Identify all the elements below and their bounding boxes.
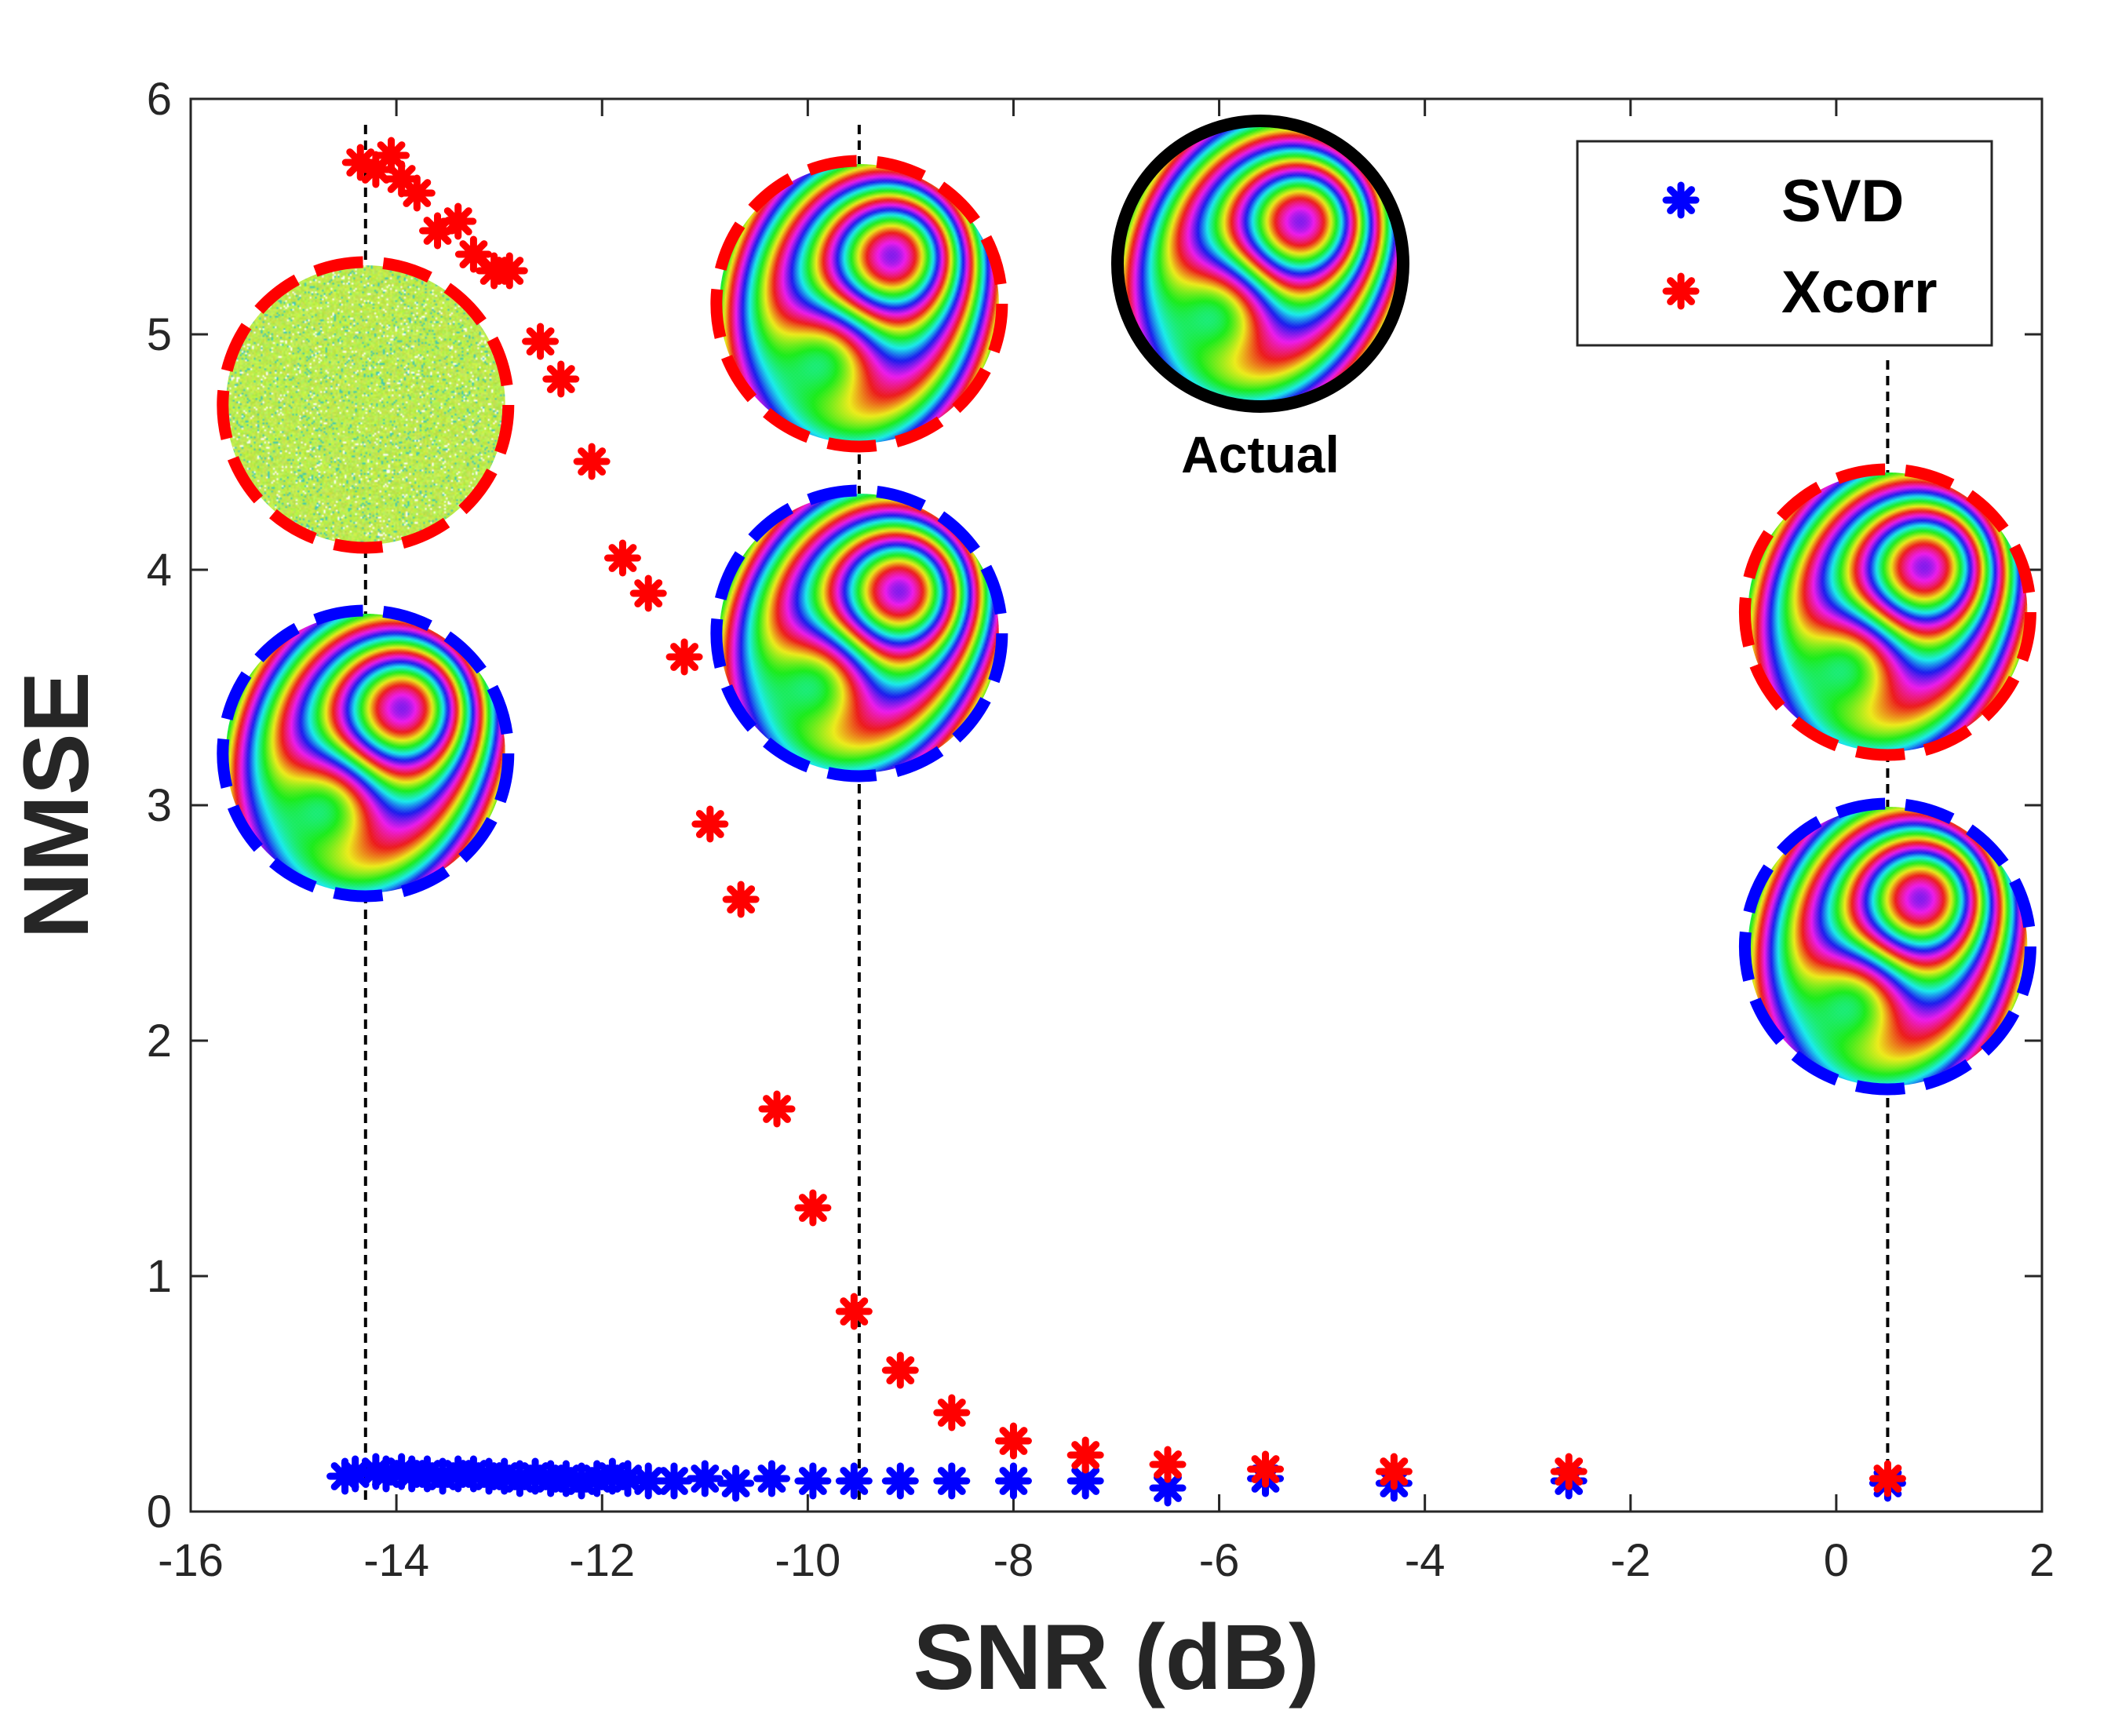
data-point-xcorr: [633, 578, 663, 608]
x-tick-label: -14: [363, 1535, 429, 1586]
x-tick-label: -16: [158, 1535, 224, 1586]
asterisk-core: [727, 1475, 744, 1492]
asterisk-core: [1077, 1447, 1094, 1464]
data-point-xcorr: [1251, 1454, 1281, 1484]
asterisk-core: [846, 1473, 862, 1490]
legend-marker-xcorr: [1666, 276, 1696, 306]
asterisk-core: [640, 1473, 657, 1490]
asterisk-core: [892, 1473, 909, 1490]
x-tick-label: -10: [775, 1535, 840, 1586]
data-point-xcorr: [443, 206, 473, 236]
data-point-svd: [690, 1464, 720, 1493]
data-point-svd: [885, 1466, 915, 1496]
y-tick-label: 5: [147, 309, 172, 360]
data-point-svd: [798, 1466, 828, 1496]
asterisk-core: [1257, 1461, 1274, 1478]
asterisk-core: [1879, 1471, 1896, 1487]
data-point-xcorr: [1379, 1457, 1409, 1486]
legend: SVD Xcorr: [1577, 141, 1992, 345]
x-axis-label: SNR (dB): [913, 1606, 1320, 1709]
asterisk-core: [409, 185, 425, 202]
asterisk-core: [1673, 283, 1690, 300]
data-point-xcorr: [998, 1426, 1028, 1456]
asterisk-core: [892, 1362, 909, 1379]
data-point-xcorr: [1554, 1457, 1584, 1486]
asterisk-core: [1386, 1464, 1402, 1480]
asterisk-core: [804, 1200, 821, 1216]
asterisk-core: [532, 334, 549, 350]
legend-marker-svd: [1666, 185, 1696, 215]
y-tick-label: 0: [147, 1486, 172, 1537]
asterisk-core: [1005, 1473, 1022, 1490]
asterisk-core: [702, 816, 718, 833]
data-point-xcorr: [577, 447, 607, 476]
data-point-svd: [839, 1466, 869, 1496]
asterisk-core: [614, 550, 631, 567]
asterisk-core: [465, 246, 482, 263]
x-tick-label: 2: [2029, 1535, 2054, 1586]
asterisk-core: [764, 1471, 780, 1487]
y-tick-label: 2: [147, 1016, 172, 1067]
y-tick-label: 4: [147, 545, 172, 596]
legend-label-svd: SVD: [1781, 168, 1904, 235]
y-tick-label: 1: [147, 1251, 172, 1302]
asterisk-core: [804, 1473, 821, 1490]
data-point-svd: [937, 1466, 967, 1496]
asterisk-core: [1561, 1464, 1577, 1480]
data-point-xcorr: [1872, 1464, 1902, 1493]
data-point-xcorr: [546, 364, 576, 394]
data-point-xcorr: [607, 543, 637, 573]
data-point-xcorr: [726, 884, 756, 914]
x-tick-label: -12: [569, 1535, 635, 1586]
data-point-xcorr: [402, 178, 432, 208]
data-point-svd: [757, 1464, 786, 1493]
data-point-xcorr: [937, 1398, 967, 1428]
data-point-xcorr: [762, 1094, 792, 1124]
asterisk-core: [429, 223, 446, 239]
x-tick-label: -4: [1405, 1535, 1446, 1586]
asterisk-core: [1160, 1457, 1176, 1473]
asterisk-core: [676, 649, 693, 666]
asterisk-core: [697, 1471, 713, 1487]
asterisk-core: [552, 371, 569, 388]
data-point-xcorr: [526, 326, 556, 356]
data-point-xcorr: [1070, 1440, 1100, 1470]
data-point-xcorr: [494, 256, 524, 286]
asterisk-core: [733, 892, 749, 908]
data-point-svd: [721, 1468, 751, 1498]
y-tick-label: 6: [147, 74, 172, 125]
asterisk-core: [769, 1101, 786, 1118]
nmse-vs-snr-chart: -16 -14 -12 -10 -8 -6 -4 -2 0 2 0 1 2 3 4 5 6 Actual SNR…: [0, 0, 2111, 1736]
asterisk-core: [943, 1473, 960, 1490]
data-point-xcorr: [1153, 1450, 1183, 1479]
asterisk-core: [1005, 1433, 1022, 1450]
data-point-xcorr: [669, 642, 699, 672]
y-axis-label: NMSE: [5, 672, 108, 939]
asterisk-core: [584, 454, 600, 470]
x-tick-label: -2: [1610, 1535, 1651, 1586]
x-tick-label: -8: [994, 1535, 1034, 1586]
asterisk-core: [640, 585, 657, 602]
data-point-svd: [659, 1466, 689, 1496]
asterisk-core: [1077, 1473, 1094, 1490]
x-tick-label: -6: [1199, 1535, 1240, 1586]
data-point-xcorr: [695, 809, 725, 839]
actual-inset-label: Actual: [1181, 425, 1340, 483]
asterisk-core: [450, 213, 466, 230]
data-point-xcorr: [885, 1355, 915, 1385]
legend-label-xcorr: Xcorr: [1781, 259, 1938, 326]
data-point-xcorr: [839, 1297, 869, 1326]
asterisk-core: [943, 1405, 960, 1421]
asterisk-core: [846, 1304, 862, 1320]
asterisk-core: [383, 148, 399, 164]
data-point-xcorr: [798, 1193, 828, 1223]
y-tick-label: 3: [147, 780, 172, 831]
data-point-svd: [998, 1466, 1028, 1496]
x-tick-label: 0: [1824, 1535, 1849, 1586]
asterisk-core: [666, 1473, 683, 1490]
asterisk-core: [501, 263, 518, 279]
asterisk-core: [1673, 192, 1690, 209]
